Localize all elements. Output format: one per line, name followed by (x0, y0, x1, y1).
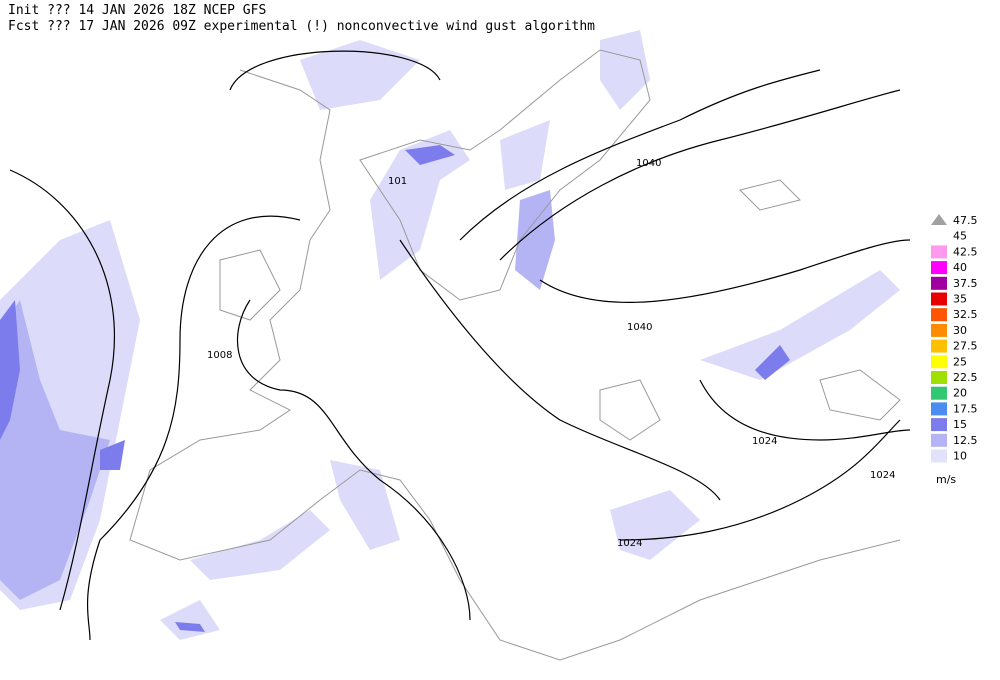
legend-swatch (931, 229, 947, 243)
isobar-label: 101 (388, 176, 407, 187)
legend-swatch (931, 308, 947, 322)
isobars (9, 50, 911, 641)
isobar-label: 1024 (752, 436, 777, 447)
isobar-label: 1040 (627, 322, 652, 333)
legend-label: 25 (953, 355, 967, 368)
legend-label: 27.5 (953, 340, 978, 353)
isobar-label: 1024 (870, 470, 895, 481)
legend-label: 12.5 (953, 434, 978, 447)
legend: 47.5 45 42.5 40 37.5 35 32.5 30 27.5 25 22.5 20 17.5… (931, 214, 978, 486)
header-line1: Init ??? 14 JAN 2026 18Z NCEP GFS (8, 3, 266, 18)
legend-label: 45 (953, 230, 967, 243)
isobar-label: 1040 (636, 158, 661, 169)
legend-label: 15 (953, 418, 967, 431)
legend-swatch (931, 402, 947, 416)
legend-label: 30 (953, 324, 967, 337)
legend-label: 37.5 (953, 277, 978, 290)
legend-swatch (931, 418, 947, 432)
isobar-label: 1024 (617, 538, 642, 549)
header-line2: Fcst ??? 17 JAN 2026 09Z experimental (!… (8, 19, 595, 34)
legend-label: 22.5 (953, 371, 978, 384)
legend-swatch (931, 323, 947, 337)
legend-unit: m/s (936, 473, 956, 486)
coastlines (129, 49, 901, 661)
wind-gust-fields (0, 30, 900, 640)
legend-swatch (931, 355, 947, 369)
legend-swatch (931, 261, 947, 275)
isobar-label: 1008 (207, 350, 232, 361)
legend-label: 32.5 (953, 308, 978, 321)
legend-label: 35 (953, 293, 967, 306)
legend-swatch (931, 433, 947, 447)
legend-swatch (931, 339, 947, 353)
legend-swatch (931, 371, 947, 384)
legend-label: 20 (953, 387, 967, 400)
legend-label: 10 (953, 450, 967, 463)
legend-swatch (931, 276, 947, 290)
legend-swatch (931, 292, 947, 306)
legend-swatch (931, 386, 947, 400)
legend-swatch (931, 449, 947, 463)
legend-label: 17.5 (953, 402, 978, 415)
legend-swatch (931, 245, 947, 259)
legend-label: 40 (953, 261, 967, 274)
legend-label: 42.5 (953, 245, 978, 258)
legend-triangle (931, 214, 947, 225)
legend-label: 47.5 (953, 214, 978, 227)
